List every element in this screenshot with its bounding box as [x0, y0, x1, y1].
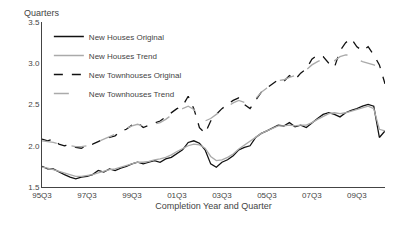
svg-text:03Q3: 03Q3 [212, 191, 232, 200]
svg-text:2.5: 2.5 [28, 100, 40, 109]
svg-text:07Q3: 07Q3 [302, 191, 322, 200]
svg-text:09Q3: 09Q3 [347, 191, 367, 200]
svg-text:3.5: 3.5 [28, 18, 40, 27]
svg-text:01Q3: 01Q3 [167, 191, 187, 200]
svg-text:2.0: 2.0 [28, 142, 40, 151]
svg-text:05Q3: 05Q3 [257, 191, 277, 200]
svg-text:99Q3: 99Q3 [122, 191, 142, 200]
svg-text:Completion Year and Quarter: Completion Year and Quarter [155, 201, 272, 211]
svg-text:Quarters: Quarters [24, 8, 60, 18]
svg-text:New Townhouses Trend: New Townhouses Trend [89, 90, 174, 99]
svg-text:97Q3: 97Q3 [77, 191, 97, 200]
svg-text:1.5: 1.5 [28, 183, 40, 192]
svg-text:New Townhouses Original: New Townhouses Original [89, 71, 182, 80]
svg-text:New Houses Trend: New Houses Trend [89, 52, 157, 61]
svg-text:3.0: 3.0 [28, 59, 40, 68]
svg-text:95Q3: 95Q3 [32, 191, 52, 200]
svg-text:New Houses Original: New Houses Original [89, 33, 164, 42]
